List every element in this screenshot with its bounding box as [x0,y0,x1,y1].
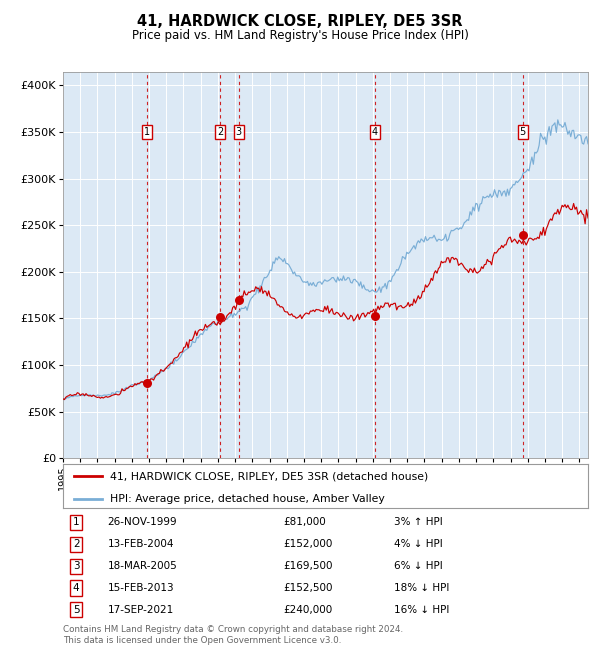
Text: 41, HARDWICK CLOSE, RIPLEY, DE5 3SR (detached house): 41, HARDWICK CLOSE, RIPLEY, DE5 3SR (det… [110,471,428,482]
Text: 41, HARDWICK CLOSE, RIPLEY, DE5 3SR: 41, HARDWICK CLOSE, RIPLEY, DE5 3SR [137,14,463,29]
Text: 18% ↓ HPI: 18% ↓ HPI [394,583,449,593]
Text: 5: 5 [73,605,79,615]
Text: 4% ↓ HPI: 4% ↓ HPI [394,540,443,549]
Text: This data is licensed under the Open Government Licence v3.0.: This data is licensed under the Open Gov… [63,636,341,645]
Text: 18-MAR-2005: 18-MAR-2005 [107,561,178,571]
Text: 5: 5 [520,127,526,137]
Text: 2: 2 [73,540,79,549]
Text: HPI: Average price, detached house, Amber Valley: HPI: Average price, detached house, Ambe… [110,493,385,504]
Text: 4: 4 [73,583,79,593]
Text: £152,000: £152,000 [284,540,333,549]
Text: 6% ↓ HPI: 6% ↓ HPI [394,561,443,571]
Text: 26-NOV-1999: 26-NOV-1999 [107,517,177,527]
Text: 3: 3 [73,561,79,571]
Text: 17-SEP-2021: 17-SEP-2021 [107,605,174,615]
Text: £240,000: £240,000 [284,605,333,615]
Text: Price paid vs. HM Land Registry's House Price Index (HPI): Price paid vs. HM Land Registry's House … [131,29,469,42]
Text: 1: 1 [73,517,79,527]
Text: 3: 3 [236,127,242,137]
Text: 2: 2 [217,127,223,137]
Text: 1: 1 [144,127,151,137]
Text: 4: 4 [372,127,378,137]
Text: £152,500: £152,500 [284,583,333,593]
Text: £169,500: £169,500 [284,561,333,571]
Text: Contains HM Land Registry data © Crown copyright and database right 2024.: Contains HM Land Registry data © Crown c… [63,625,403,634]
Text: 13-FEB-2004: 13-FEB-2004 [107,540,174,549]
Text: 15-FEB-2013: 15-FEB-2013 [107,583,174,593]
Text: 3% ↑ HPI: 3% ↑ HPI [394,517,443,527]
Text: £81,000: £81,000 [284,517,326,527]
Text: 16% ↓ HPI: 16% ↓ HPI [394,605,449,615]
